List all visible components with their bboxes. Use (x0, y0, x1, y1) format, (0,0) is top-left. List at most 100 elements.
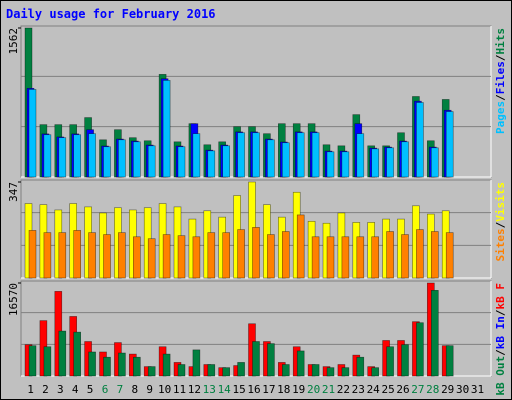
bar (341, 367, 350, 377)
x-tick-label: 11 (173, 383, 186, 396)
bar (133, 236, 141, 279)
bar (207, 364, 216, 377)
bar (177, 235, 186, 279)
bar (341, 236, 350, 279)
bar (147, 366, 156, 377)
bar (133, 141, 141, 178)
bar (58, 232, 67, 279)
bar (222, 232, 230, 279)
bar (162, 234, 171, 279)
bar (371, 236, 380, 279)
bar (281, 364, 290, 377)
legend-entry: kB F (494, 283, 507, 310)
bar (118, 139, 126, 178)
bar (252, 227, 260, 279)
legend: Pages/Files/Hits (494, 28, 507, 134)
bar (416, 229, 424, 279)
legend-entry: Hits (494, 28, 507, 55)
bar (88, 351, 96, 377)
legend-entry: Pages (494, 101, 507, 134)
x-tick-label: 25 (381, 383, 394, 396)
bar (133, 356, 141, 377)
bar (416, 102, 424, 178)
bar (207, 150, 216, 178)
bar (371, 148, 380, 178)
bar (356, 236, 365, 279)
legend: Sites/Visits (494, 182, 507, 262)
bar (177, 364, 186, 377)
bar (386, 231, 394, 279)
bar (237, 229, 245, 279)
bar (401, 141, 409, 178)
bar (28, 345, 37, 377)
bar (73, 331, 81, 377)
x-tick-label: 14 (218, 383, 232, 396)
bar (118, 232, 126, 279)
bar (73, 230, 81, 279)
bar (445, 345, 454, 377)
bar (103, 146, 111, 178)
x-tick-label: 16 (247, 383, 260, 396)
bar (401, 234, 409, 279)
x-tick-label: 21 (322, 383, 335, 396)
bar (237, 362, 245, 377)
bar (386, 346, 394, 377)
x-tick-label: 17 (262, 383, 275, 396)
legend-entry: Files (494, 61, 507, 94)
bar (311, 236, 320, 279)
bar (162, 353, 171, 377)
chart-title: Daily usage for February 2016 (6, 7, 216, 21)
bar (58, 137, 67, 178)
bar (281, 142, 290, 178)
bar (296, 132, 305, 178)
x-tick-label: 7 (117, 383, 124, 396)
x-tick-label: 22 (337, 383, 350, 396)
legend-separator: / (494, 94, 507, 101)
bar (147, 145, 156, 178)
x-tick-label: 10 (158, 383, 171, 396)
legend-separator: / (494, 54, 507, 61)
x-tick-label: 12 (188, 383, 201, 396)
bar (326, 151, 335, 178)
bar (43, 134, 52, 178)
x-tick-label: 24 (367, 383, 381, 396)
x-tick-label: 3 (57, 383, 64, 396)
legend-separator: / (494, 349, 507, 356)
bar (267, 234, 275, 279)
x-tick-label: 6 (102, 383, 109, 396)
bar (73, 134, 81, 178)
x-tick-label: 4 (72, 383, 79, 396)
x-tick-label: 28 (426, 383, 439, 396)
y-tick-label: 1562 (7, 28, 20, 55)
bar (43, 232, 52, 279)
x-tick-label: 20 (307, 383, 320, 396)
bar (371, 367, 380, 377)
x-tick-label: 15 (232, 383, 245, 396)
y-tick-label: 16570 (7, 283, 20, 316)
bar (296, 350, 305, 377)
x-tick-label: 19 (292, 383, 305, 396)
bar (118, 352, 126, 377)
bar (43, 346, 52, 377)
bar (386, 147, 394, 178)
legend-entry: kB In (494, 316, 507, 349)
bar (28, 230, 37, 279)
legend-entry: kB Out (494, 356, 507, 396)
x-tick-label: 8 (131, 383, 138, 396)
bar (237, 132, 245, 178)
bar (267, 343, 275, 377)
bar (311, 132, 320, 178)
bar (103, 356, 111, 377)
bar (356, 356, 365, 377)
legend: kB Out/kB In/kB F (494, 283, 507, 396)
x-tick-label: 27 (411, 383, 424, 396)
bar (430, 231, 439, 279)
legend-entry: Sites (494, 228, 507, 261)
bar (296, 214, 305, 279)
bar (88, 232, 96, 279)
y-tick-label: 347 (7, 182, 20, 202)
bar (192, 349, 201, 377)
legend-separator: / (494, 221, 507, 228)
x-tick-label: 23 (352, 383, 365, 396)
